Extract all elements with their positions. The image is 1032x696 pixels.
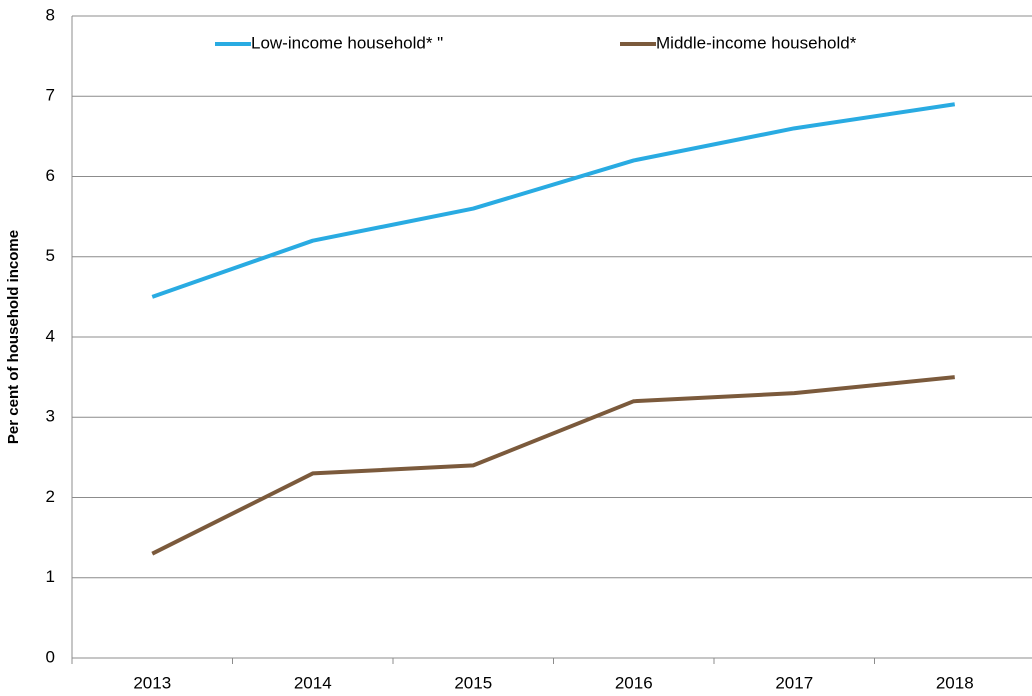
- y-tick-label: 8: [46, 5, 55, 24]
- legend-label: Low-income household* ": [251, 33, 443, 52]
- y-tick-label: 5: [46, 246, 55, 265]
- y-tick-label: 1: [46, 567, 55, 586]
- x-tick-label: 2017: [775, 673, 813, 692]
- y-tick-label: 6: [46, 166, 55, 185]
- x-tick-label: 2013: [133, 673, 171, 692]
- series-line: [151, 102, 956, 299]
- y-tick-label: 3: [46, 407, 55, 426]
- y-tick-label: 7: [46, 86, 55, 105]
- y-tick-label: 2: [46, 487, 55, 506]
- series-line: [151, 375, 955, 556]
- x-tick-label: 2016: [615, 673, 653, 692]
- y-axis-label: Per cent of household income: [5, 230, 22, 444]
- y-tick-label: 4: [46, 326, 55, 345]
- legend-label: Middle-income household*: [656, 33, 857, 52]
- x-tick-label: 2014: [294, 673, 332, 692]
- y-tick-label: 0: [46, 647, 55, 666]
- x-tick-label: 2018: [936, 673, 974, 692]
- x-tick-label: 2015: [454, 673, 492, 692]
